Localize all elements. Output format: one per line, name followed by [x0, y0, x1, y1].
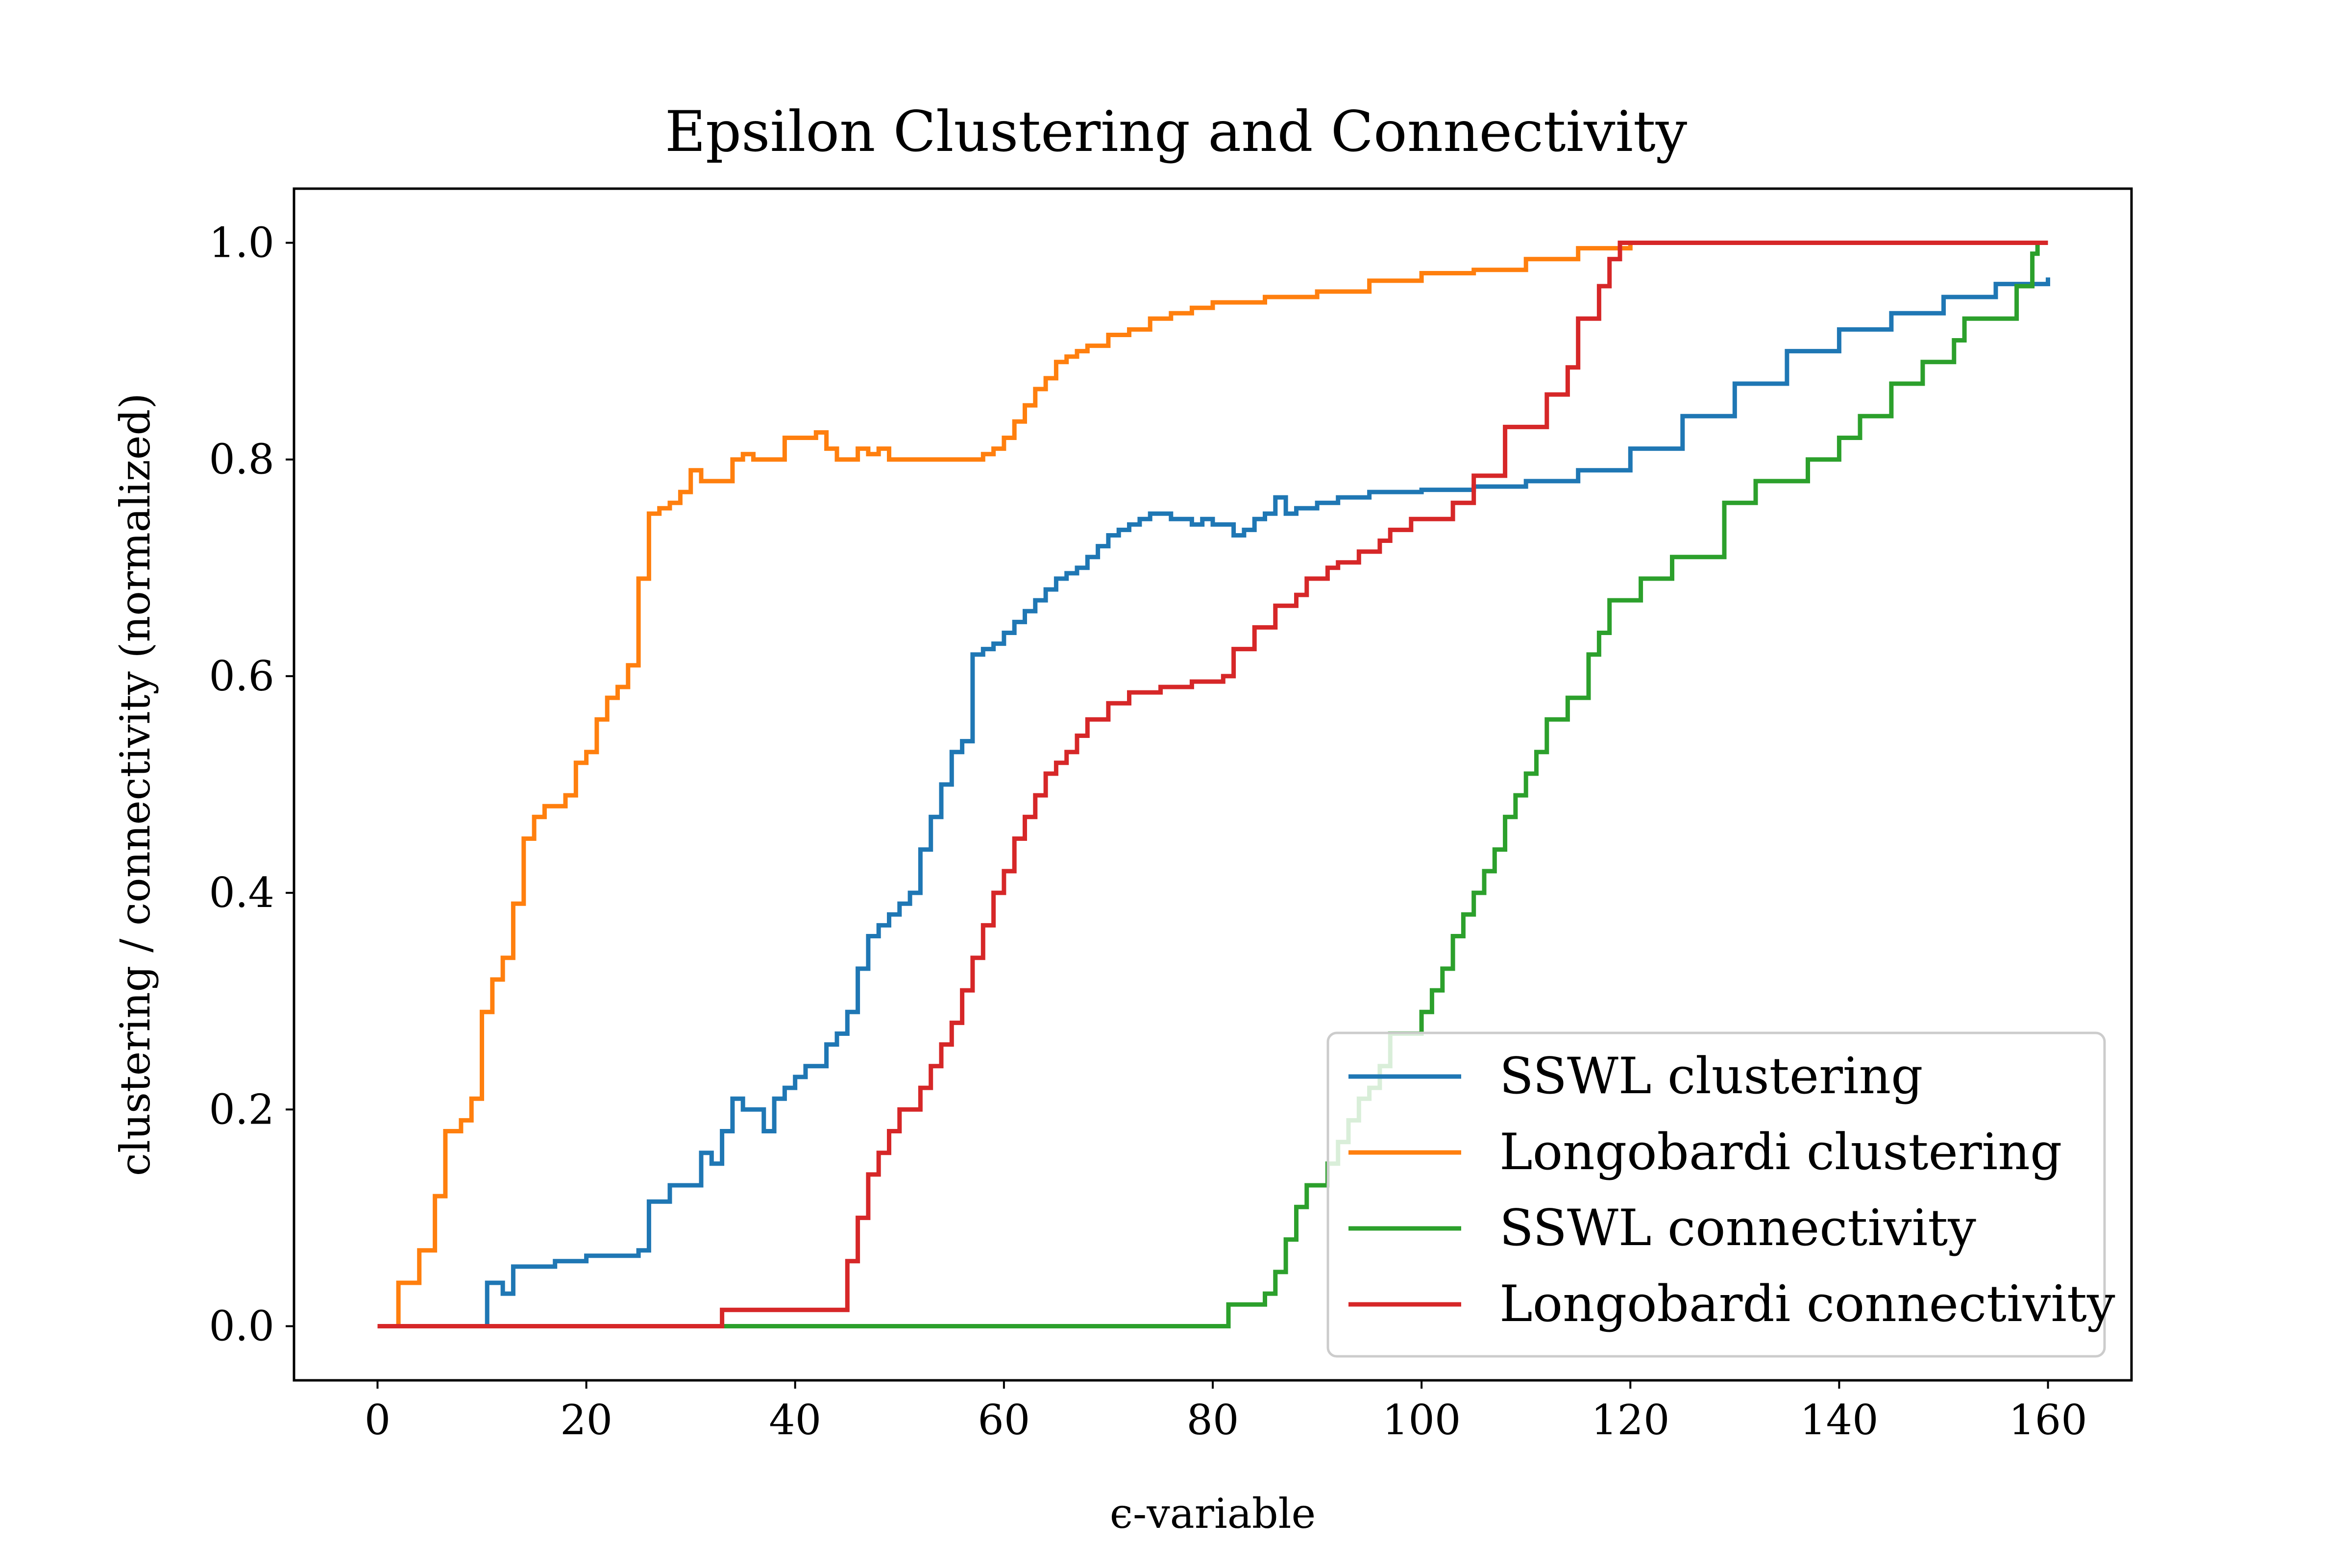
- chart-title: Epsilon Clustering and Connectivity: [665, 99, 1688, 164]
- legend: SSWL clustering Longobardi clustering SSWL…: [1326, 1031, 2115, 1358]
- legend-box: [1326, 1031, 2106, 1358]
- x-tick-label: 0: [365, 1396, 391, 1444]
- legend-entries: SSWL clustering Longobardi clustering SSWL…: [1348, 1047, 2115, 1333]
- x-tick-label: 40: [769, 1396, 821, 1444]
- series-line-4: [377, 241, 2048, 1328]
- ticks-layer: 0 20 40 60 80 100 120 140 160 0.0 0.2 0.4 0.6 0.8 1.0: [209, 219, 2087, 1444]
- legend-label: SSWL clustering: [1499, 1047, 1923, 1105]
- x-axis-label: ϵ-variable: [1110, 1490, 1316, 1538]
- x-tick-label: 160: [2009, 1396, 2087, 1444]
- legend-label: SSWL connectivity: [1499, 1199, 1976, 1257]
- series-line-2: [377, 241, 2048, 1328]
- y-tick-label: 1.0: [209, 219, 274, 267]
- x-tick-label: 20: [560, 1396, 612, 1444]
- y-tick-label: 0.0: [209, 1302, 274, 1350]
- y-tick-label: 0.2: [209, 1085, 274, 1133]
- x-tick-label: 100: [1382, 1396, 1461, 1444]
- series-line-1: [377, 277, 2050, 1328]
- legend-label: Longobardi connectivity: [1499, 1275, 2115, 1333]
- legend-label: Longobardi clustering: [1499, 1123, 2062, 1181]
- y-tick-label: 0.6: [209, 652, 274, 700]
- y-axis-label: clustering / connectivity (normalized): [111, 393, 159, 1176]
- x-tick-label: 80: [1187, 1396, 1239, 1444]
- plot-frame: [293, 187, 2133, 1382]
- y-tick-label: 0.4: [209, 869, 274, 917]
- x-tick-label: 120: [1591, 1396, 1669, 1444]
- x-tick-label: 140: [1800, 1396, 1878, 1444]
- x-tick-label: 60: [978, 1396, 1030, 1444]
- y-tick-label: 0.8: [209, 436, 274, 484]
